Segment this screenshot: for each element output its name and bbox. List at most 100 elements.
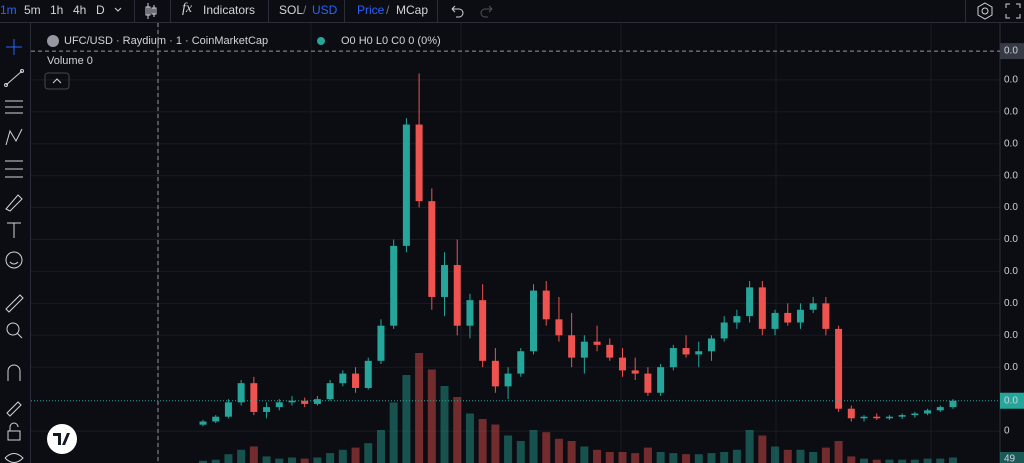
volume-bar bbox=[427, 369, 436, 463]
brush-tool[interactable] bbox=[5, 194, 23, 212]
candle-body bbox=[860, 416, 868, 419]
volume-bar bbox=[542, 432, 551, 463]
candle-body bbox=[263, 407, 271, 412]
candle-body bbox=[288, 400, 296, 403]
volume-legend: Volume 0 bbox=[47, 55, 93, 67]
volume-bar bbox=[567, 441, 576, 463]
chart: 0 0.0 0.0 0.0 0.0 0.0 0.0 0.0 0.0 0.0 0.0 0.0 0.0 49 U… bbox=[31, 23, 1024, 463]
candle-body bbox=[695, 351, 703, 355]
visibility-tool[interactable] bbox=[4, 453, 24, 463]
lock-drawing-tool[interactable] bbox=[6, 401, 22, 417]
volume-bar bbox=[771, 446, 780, 463]
quote-sol[interactable]: SOL bbox=[279, 3, 304, 17]
interval[interactable]: D bbox=[96, 3, 105, 17]
candle-body bbox=[885, 416, 893, 419]
volume-bar bbox=[910, 459, 919, 463]
text-tool[interactable] bbox=[7, 222, 21, 238]
candle-body bbox=[707, 338, 715, 352]
candle-body bbox=[250, 383, 258, 412]
volume-bar bbox=[224, 454, 233, 463]
magnet-tool[interactable] bbox=[7, 364, 21, 381]
candle-body bbox=[402, 124, 410, 246]
candle-body bbox=[835, 328, 843, 409]
volume-value-box bbox=[1000, 452, 1024, 463]
candle-body bbox=[936, 407, 944, 411]
volume-bar bbox=[860, 458, 869, 463]
volume-bar bbox=[262, 456, 271, 463]
candle-body bbox=[771, 312, 779, 329]
lock-tool[interactable] bbox=[7, 422, 21, 441]
candle-body bbox=[301, 400, 309, 404]
pattern-tool[interactable] bbox=[5, 128, 23, 146]
volume-bar bbox=[516, 441, 525, 463]
y-tick-label: 0.0 bbox=[1004, 234, 1018, 245]
candle-body bbox=[873, 416, 881, 419]
crosshair-tool[interactable] bbox=[6, 39, 22, 55]
volume-bar bbox=[326, 453, 335, 463]
candle-body bbox=[339, 373, 347, 384]
mcap-toggle[interactable]: MCap bbox=[396, 3, 429, 17]
volume-bar bbox=[720, 452, 729, 463]
volume-bar bbox=[745, 430, 754, 463]
volume-bar bbox=[694, 454, 703, 463]
interval[interactable]: 1h bbox=[50, 3, 64, 17]
candle-body bbox=[644, 373, 652, 393]
candle-body bbox=[809, 303, 817, 310]
volume-bar bbox=[682, 454, 691, 463]
settings[interactable] bbox=[976, 2, 994, 20]
tradingview-logo bbox=[47, 424, 77, 454]
quote-usd[interactable]: USD bbox=[312, 3, 338, 17]
volume-bar bbox=[936, 458, 945, 463]
trendline-tool[interactable] bbox=[4, 69, 24, 87]
interval-menu[interactable] bbox=[113, 5, 123, 15]
separator bbox=[134, 0, 135, 22]
fib-tool[interactable] bbox=[5, 100, 23, 114]
candle-body bbox=[911, 413, 919, 416]
volume-bar bbox=[580, 446, 589, 463]
collapse-button[interactable] bbox=[44, 72, 70, 90]
interval[interactable]: 4h bbox=[73, 3, 87, 17]
icon-tool[interactable] bbox=[5, 251, 23, 269]
candle-body bbox=[631, 370, 639, 374]
volume-bar bbox=[631, 453, 640, 463]
drawing-tools bbox=[4, 39, 24, 463]
interval[interactable]: 1m bbox=[0, 3, 17, 17]
volume-bar bbox=[707, 453, 716, 463]
projection-tool[interactable] bbox=[5, 160, 23, 178]
volume-bar bbox=[211, 459, 220, 463]
candle-body bbox=[530, 290, 538, 352]
candle-body bbox=[364, 360, 372, 388]
volume-bar bbox=[376, 430, 385, 463]
indicators-button[interactable]: Indicators bbox=[203, 3, 256, 17]
interval[interactable]: 5m bbox=[24, 3, 41, 17]
volume-bar bbox=[821, 447, 830, 463]
y-tick-label: 0 bbox=[1004, 426, 1010, 437]
volume-bar bbox=[478, 419, 487, 463]
price-toggle[interactable]: Price bbox=[357, 3, 385, 17]
volume-bar bbox=[923, 458, 932, 463]
volume-bar bbox=[364, 443, 373, 463]
volume-bar bbox=[834, 441, 843, 463]
redo[interactable] bbox=[480, 3, 496, 19]
status-dot bbox=[317, 37, 325, 45]
candle-body bbox=[580, 341, 588, 358]
fullscreen[interactable] bbox=[1005, 3, 1021, 19]
y-tick-label: 0.0 bbox=[1004, 202, 1018, 213]
candle-body bbox=[504, 373, 512, 387]
crosshair-price-box bbox=[1000, 43, 1024, 60]
undo[interactable] bbox=[448, 3, 464, 19]
symbol-title: UFC/USD · Raydium · 1 · CoinMarketCap bbox=[64, 35, 268, 47]
volume-value-label: 49 bbox=[1004, 454, 1016, 463]
candle-body bbox=[555, 319, 563, 336]
measure-tool[interactable] bbox=[5, 294, 24, 313]
volume-bar bbox=[453, 397, 462, 463]
candle-body bbox=[275, 402, 283, 408]
chart-type[interactable] bbox=[144, 2, 158, 20]
volume-bar bbox=[656, 452, 665, 463]
volume-bar bbox=[885, 459, 894, 463]
zoom-tool[interactable] bbox=[6, 322, 23, 339]
volume-bar bbox=[504, 435, 513, 463]
candle-body bbox=[746, 287, 754, 317]
drawing-toolbar bbox=[0, 23, 31, 463]
volume-bar bbox=[758, 435, 767, 463]
